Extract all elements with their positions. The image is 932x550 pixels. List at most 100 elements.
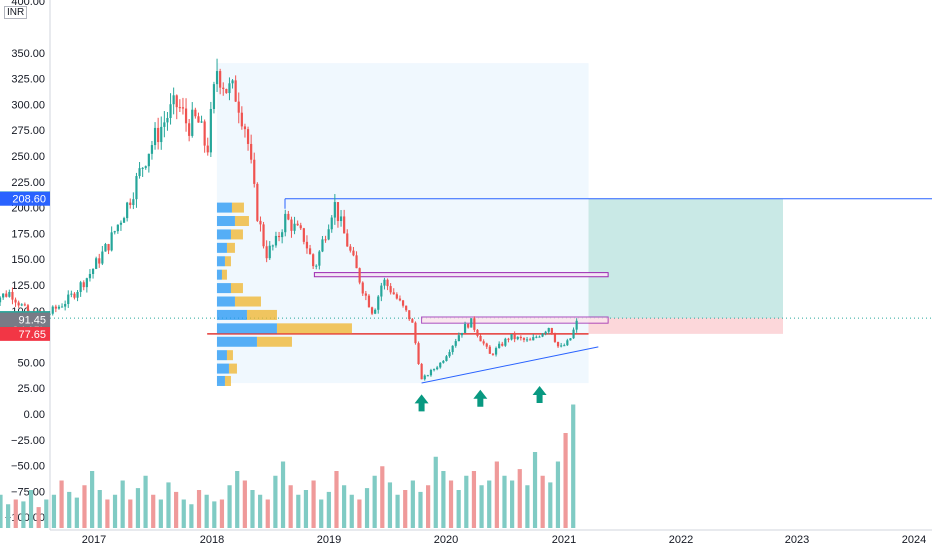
- resistance-box-upper: [313, 272, 609, 278]
- candle-body: [126, 202, 129, 219]
- candle-body: [203, 121, 206, 146]
- candle-body: [222, 87, 225, 90]
- volume-bar: [44, 499, 49, 528]
- candle-body: [299, 225, 302, 229]
- volume-bar: [273, 475, 278, 528]
- candle-body: [575, 320, 578, 330]
- volume-bar: [174, 491, 179, 528]
- candle-body: [8, 291, 11, 297]
- volume-bar: [525, 485, 530, 528]
- volume-bar: [189, 504, 194, 528]
- volume-profile-bar-down: [246, 309, 277, 320]
- y-tick-label: 225.00: [11, 177, 45, 189]
- x-tick-label: 2019: [317, 534, 341, 546]
- candle-body: [129, 202, 132, 206]
- candle-body: [460, 332, 464, 336]
- price-tag-label: 208.60: [12, 194, 46, 206]
- volume-profile-bar-down: [221, 269, 227, 280]
- candle-body: [265, 246, 268, 259]
- volume-bar: [181, 499, 186, 528]
- volume-bar: [151, 494, 156, 528]
- volume-bar: [112, 494, 118, 528]
- candle-body: [82, 282, 85, 288]
- candle-body: [414, 322, 417, 344]
- candle-body: [457, 335, 460, 342]
- volume-profile-bar-down: [234, 296, 261, 307]
- volume-bar: [334, 471, 339, 528]
- volume-bar: [0, 494, 3, 528]
- candle-body: [374, 309, 377, 314]
- volume-bar: [288, 485, 293, 528]
- volume-bar: [74, 497, 79, 528]
- volume-bar: [364, 488, 370, 528]
- volume-bar: [227, 485, 232, 528]
- candle-body: [463, 324, 467, 333]
- candle-body: [253, 159, 256, 184]
- candle-body: [494, 348, 498, 355]
- candle-body: [336, 202, 340, 222]
- candle-body: [107, 244, 110, 251]
- volume-profile-bar-down: [224, 256, 231, 267]
- candle-body: [194, 109, 197, 117]
- volume-bar: [502, 475, 507, 528]
- candle-body: [519, 336, 522, 339]
- candle-body: [11, 291, 14, 300]
- candle-body: [209, 108, 212, 153]
- volume-bar: [67, 491, 72, 528]
- candle-body: [281, 232, 284, 238]
- volume-bar: [219, 499, 225, 528]
- candle-body: [398, 298, 402, 301]
- candle-body: [76, 291, 79, 298]
- candle-body: [389, 286, 392, 293]
- volume-bar: [357, 499, 362, 528]
- price-tag-label: 91.45: [18, 315, 46, 327]
- volume-profile-bar-down: [228, 363, 237, 374]
- candle-body: [321, 239, 324, 252]
- candle-body: [395, 294, 398, 299]
- candle-body: [104, 244, 107, 252]
- x-tick-label: 2017: [82, 534, 106, 546]
- candle-body: [2, 293, 5, 298]
- candle-body: [361, 282, 364, 294]
- candle-body: [445, 356, 448, 361]
- volume-bar: [258, 494, 263, 528]
- candle-body: [513, 333, 516, 340]
- candle-body: [560, 345, 563, 347]
- candle-body: [284, 213, 287, 233]
- candle-body: [88, 273, 92, 279]
- candle-body: [339, 216, 343, 222]
- candle-body: [110, 232, 113, 251]
- volume-bar: [319, 499, 324, 528]
- volume-profile-bar-up: [216, 323, 277, 334]
- candle-body: [516, 336, 519, 340]
- volume-bar: [426, 485, 431, 528]
- candle-body: [383, 279, 386, 286]
- volume-bar: [403, 490, 408, 528]
- candle-body: [79, 282, 82, 292]
- candle-body: [231, 80, 234, 84]
- volume-bar: [6, 504, 11, 528]
- candle-body: [262, 224, 265, 247]
- candle-body: [271, 245, 274, 247]
- volume-profile-bar-up: [216, 350, 227, 361]
- volume-bar: [51, 494, 57, 528]
- candle-body: [355, 255, 358, 269]
- stop-zone: [588, 318, 783, 334]
- candle-body: [60, 306, 64, 308]
- candle-body: [504, 338, 507, 346]
- resistance-box-lower: [421, 316, 609, 324]
- candle-body: [14, 299, 17, 303]
- volume-bar: [296, 494, 301, 528]
- candle-body: [163, 122, 166, 127]
- candle-body: [85, 278, 88, 288]
- candle-body: [522, 338, 526, 340]
- candle-body: [219, 71, 222, 88]
- candle-body: [454, 341, 457, 346]
- candle-body: [197, 116, 200, 123]
- candle-body: [377, 296, 380, 310]
- candle-body: [184, 108, 188, 124]
- volume-bar: [311, 480, 316, 528]
- y-tick-label: 350.00: [11, 48, 45, 60]
